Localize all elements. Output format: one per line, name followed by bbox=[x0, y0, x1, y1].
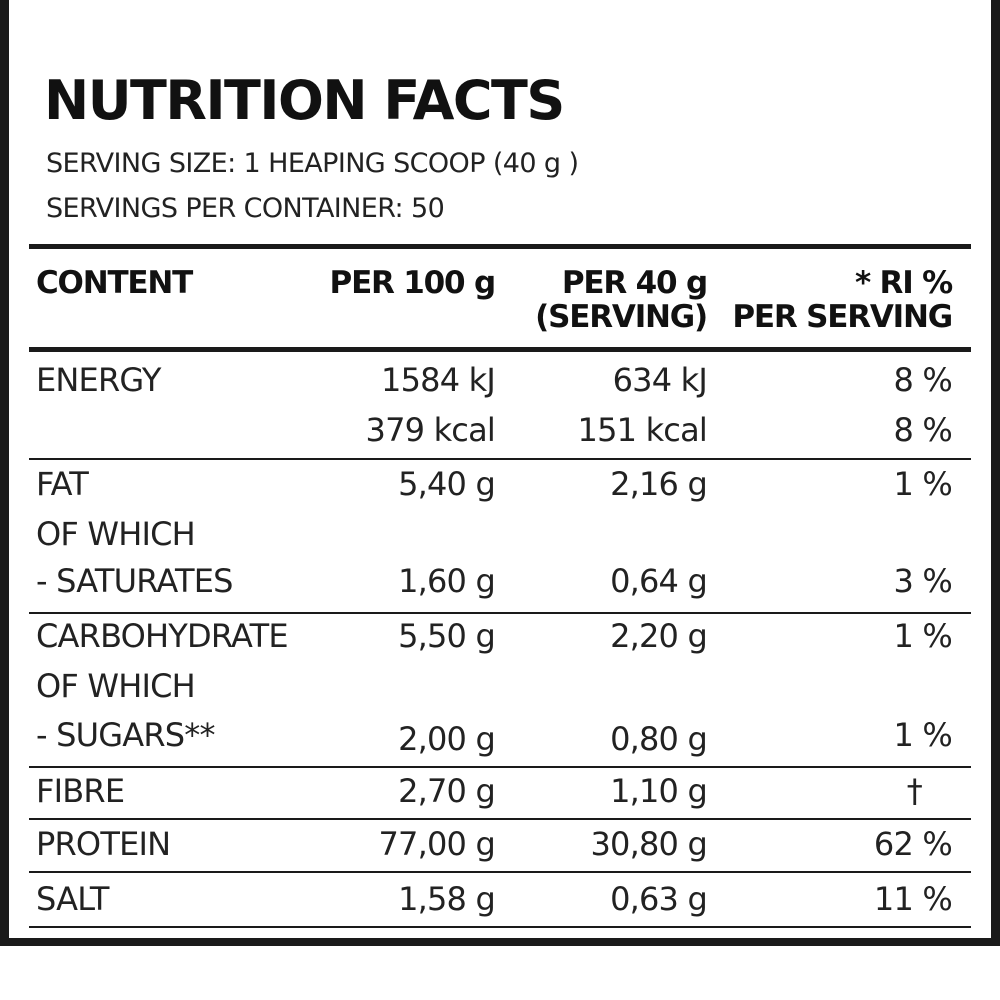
row-sugars-per40: 0,80 g bbox=[610, 720, 708, 758]
row-label-sugars: - SUGARS** bbox=[36, 716, 216, 754]
frame-bottom-border bbox=[0, 938, 1000, 946]
row-energy-kj-ri: 8 % bbox=[893, 361, 952, 399]
row-saturates-ri: 3 % bbox=[893, 562, 952, 600]
row-label-carbohydrate-of-which: OF WHICH bbox=[36, 667, 196, 705]
row-saturates-per40: 0,64 g bbox=[610, 562, 708, 600]
row-protein-per40: 30,80 g bbox=[590, 825, 708, 863]
table-bottom-rule bbox=[29, 926, 971, 928]
header-bottom-rule bbox=[29, 347, 971, 352]
col-header-per100: PER 100 g bbox=[329, 265, 497, 301]
row-energy-kj-per40: 634 kJ bbox=[612, 361, 708, 399]
row-label-carbohydrate: CARBOHYDRATE bbox=[36, 617, 289, 655]
serving-size: SERVING SIZE: 1 HEAPING SCOOP (40 g ) bbox=[46, 148, 579, 179]
row-salt-ri: 11 % bbox=[873, 880, 953, 918]
row-fat-per40: 2,16 g bbox=[610, 465, 708, 503]
col-header-content: CONTENT bbox=[36, 265, 193, 301]
row-fibre-per100: 2,70 g bbox=[398, 772, 496, 810]
label-title: NUTRITION FACTS bbox=[44, 69, 565, 132]
col-header-per40: PER 40 g (SERVING) bbox=[535, 265, 708, 335]
row-divider bbox=[29, 871, 971, 873]
row-salt-per100: 1,58 g bbox=[398, 880, 496, 918]
row-protein-per100: 77,00 g bbox=[378, 825, 496, 863]
col-header-per40-line1: PER 40 g bbox=[561, 265, 708, 301]
row-protein-ri: 62 % bbox=[873, 825, 953, 863]
row-fat-ri: 1 % bbox=[893, 465, 952, 503]
row-divider bbox=[29, 458, 971, 460]
row-label-fat-of-which: OF WHICH bbox=[36, 515, 196, 553]
row-carbohydrate-per100: 5,50 g bbox=[398, 617, 496, 655]
row-carbohydrate-ri: 1 % bbox=[893, 617, 952, 655]
row-sugars-per100: 2,00 g bbox=[398, 720, 496, 758]
col-header-ri-line1: * RI % bbox=[854, 265, 953, 301]
row-fat-per100: 5,40 g bbox=[398, 465, 496, 503]
row-label-fibre: FIBRE bbox=[36, 772, 125, 810]
row-saturates-per100: 1,60 g bbox=[398, 562, 496, 600]
row-energy-kcal-per40: 151 kcal bbox=[577, 411, 708, 449]
row-divider bbox=[29, 818, 971, 820]
frame-left-border bbox=[0, 0, 9, 946]
row-carbohydrate-per40: 2,20 g bbox=[610, 617, 708, 655]
row-divider bbox=[29, 766, 971, 768]
row-energy-kcal-per100: 379 kcal bbox=[365, 411, 496, 449]
header-top-rule bbox=[29, 244, 971, 249]
row-energy-kcal-ri: 8 % bbox=[893, 411, 952, 449]
col-header-ri-line2: PER SERVING bbox=[732, 299, 953, 335]
row-label-energy: ENERGY bbox=[36, 361, 161, 399]
row-energy-kj-per100: 1584 kJ bbox=[381, 361, 496, 399]
frame-right-border bbox=[991, 0, 1000, 946]
row-salt-per40: 0,63 g bbox=[610, 880, 708, 918]
row-label-saturates: - SATURATES bbox=[36, 562, 233, 600]
servings-per-container: SERVINGS PER CONTAINER: 50 bbox=[46, 193, 445, 224]
row-fibre-ri: † bbox=[906, 772, 923, 810]
row-divider bbox=[29, 612, 971, 614]
col-header-per40-line2: (SERVING) bbox=[535, 299, 708, 335]
row-label-salt: SALT bbox=[36, 880, 109, 918]
row-sugars-ri: 1 % bbox=[893, 716, 952, 754]
col-header-ri: * RI % PER SERVING bbox=[732, 265, 953, 335]
row-label-fat: FAT bbox=[36, 465, 89, 503]
row-fibre-per40: 1,10 g bbox=[610, 772, 708, 810]
row-label-protein: PROTEIN bbox=[36, 825, 171, 863]
